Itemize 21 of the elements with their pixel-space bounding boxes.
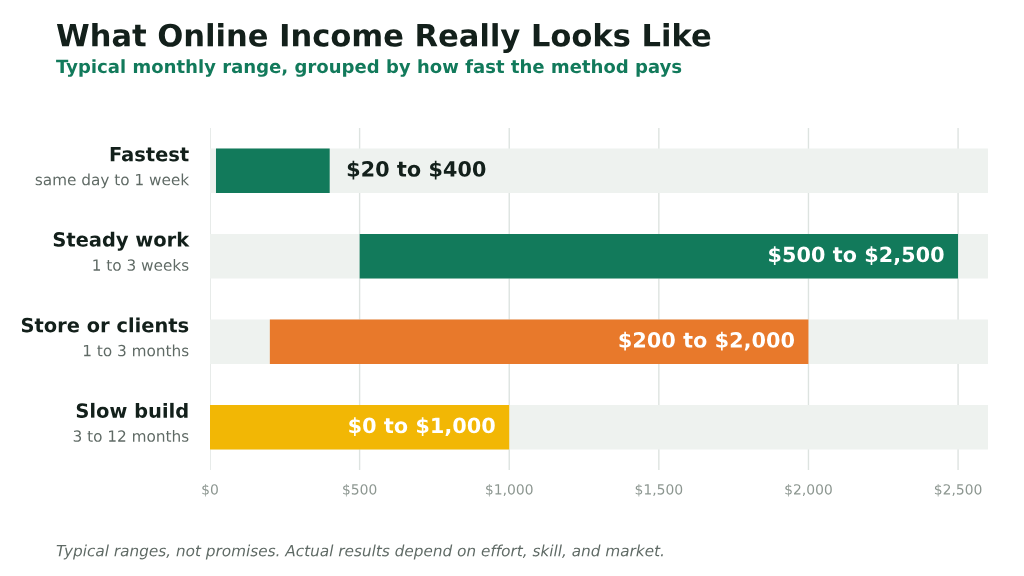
x-tick-label: $1,000: [486, 483, 533, 497]
annotation: $500 to $2,500: [769, 246, 944, 266]
x-tick-label: $500: [343, 483, 377, 497]
x-tick-label: $1,500: [635, 483, 683, 497]
x-tick-label: $2,500: [934, 483, 982, 497]
text: Typical ranges, not promises. Actual results depend on effort, skill, and market.: [56, 544, 663, 560]
y-tick-label: Fastest same day to 1 week: [35, 146, 190, 189]
bar: [269, 319, 809, 364]
bar: [359, 234, 959, 279]
x-tick-label: $2,000: [785, 483, 832, 497]
annotation: $0 to $1,000: [349, 417, 495, 437]
y-tick-label: Steady work 1 to 3 weeks: [53, 231, 190, 271]
chart-subtitle: Typical monthly range, grouped by how fast the method pays: [56, 59, 682, 77]
y-tick-label: Store or clients 1 to 3 months: [21, 317, 189, 357]
annotation: $20 to $400: [347, 160, 486, 180]
annotation: $200 to $2,000: [619, 331, 795, 351]
y-tick-label: Slow build 3 to 12 months: [73, 402, 189, 442]
x-tick-label: $0: [202, 483, 218, 497]
bar: [215, 148, 330, 193]
chart-title: What Online Income Really Looks Like: [56, 23, 711, 53]
bar: [210, 405, 510, 450]
